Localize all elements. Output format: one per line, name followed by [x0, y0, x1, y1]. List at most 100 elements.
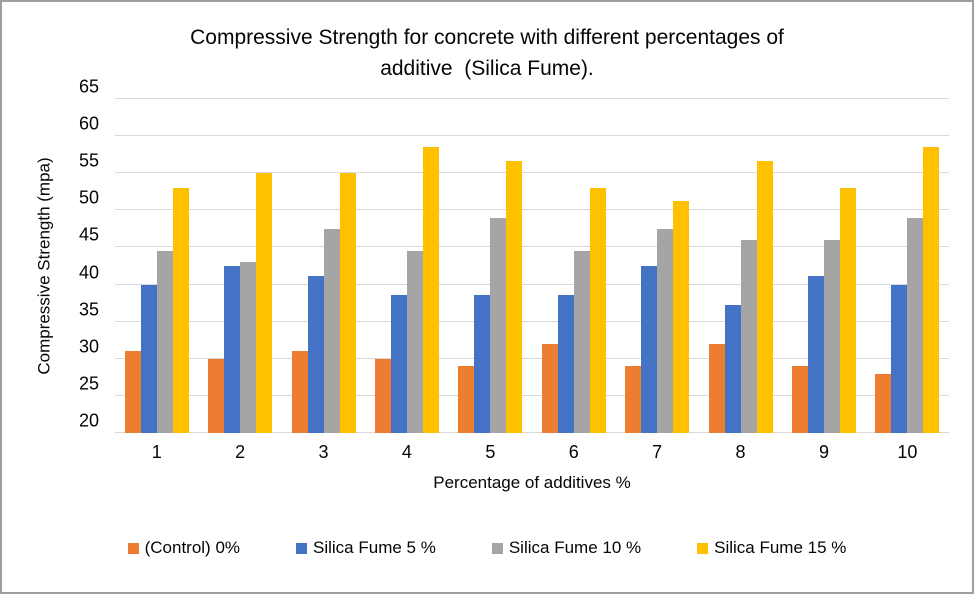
plot-area	[115, 98, 949, 433]
y-tick-label-55: 55	[78, 150, 99, 171]
y-tick-label-40: 40	[78, 262, 99, 283]
bar-series2-cat7	[657, 228, 674, 433]
x-axis-ticks: 1 2 3 4 5 6 7 8 9 10	[115, 442, 949, 463]
bar-series3-cat5	[506, 160, 523, 433]
bar-group-3	[282, 99, 365, 433]
bar-group-10	[866, 99, 949, 433]
legend-item-3: Silica Fume 15 %	[697, 538, 846, 558]
gridline-y35	[115, 320, 949, 322]
legend-marker-icon	[296, 542, 308, 554]
gridline-y60	[115, 135, 949, 137]
legend: (Control) 0% Silica Fume 5 % Silica Fume 1…	[2, 538, 972, 558]
bar-series2-cat1	[156, 251, 173, 433]
gridline-y45	[115, 246, 949, 248]
legend-marker-icon	[491, 542, 503, 554]
gridline-y30	[115, 357, 949, 359]
bar-series3-cat6	[589, 188, 606, 433]
bar-series2-cat6	[573, 251, 590, 433]
chart-title-line2: additive (Silica Fume).	[380, 57, 594, 80]
bar-series3-cat7	[673, 201, 690, 433]
bar-series0-cat4	[374, 358, 391, 433]
y-axis-ticks: 20 25 30 35 40 45 50 55 60 65	[2, 77, 99, 433]
gridline-y20	[115, 432, 949, 433]
x-tick-label-7: 7	[652, 442, 663, 462]
bar-series2-cat2	[240, 262, 257, 433]
bar-series3-cat2	[256, 173, 273, 433]
x-tick-label-9: 9	[818, 442, 829, 462]
bar-group-1	[115, 99, 198, 433]
bar-series2-cat5	[490, 217, 507, 433]
bar-series3-cat9	[839, 188, 856, 433]
bar-series2-cat4	[406, 251, 423, 433]
legend-label-3: Silica Fume 15 %	[714, 538, 847, 557]
bar-series0-cat2	[208, 358, 225, 433]
bar-series1-cat5	[474, 294, 491, 433]
legend-label-1: Silica Fume 5 %	[313, 538, 436, 557]
bar-group-2	[198, 99, 281, 433]
bar-series0-cat6	[541, 343, 558, 433]
gridline-y25	[115, 394, 949, 396]
y-tick-label-20: 20	[78, 410, 99, 431]
legend-marker-icon	[697, 542, 709, 554]
legend-label-0: (Control) 0%	[144, 538, 241, 557]
x-tick-label-3: 3	[318, 442, 329, 462]
bar-series0-cat7	[625, 366, 642, 433]
bar-series1-cat3	[307, 275, 324, 433]
bar-series1-cat7	[641, 266, 658, 433]
bar-series1-cat10	[891, 284, 908, 433]
bar-series3-cat10	[923, 146, 940, 433]
bar-series2-cat3	[323, 228, 340, 433]
bar-group-5	[449, 99, 532, 433]
bar-series3-cat8	[756, 160, 773, 433]
bar-series1-cat4	[390, 294, 407, 433]
y-tick-label-25: 25	[78, 373, 99, 394]
bar-series3-cat1	[172, 188, 189, 433]
bar-group-7	[615, 99, 698, 433]
chart-title: Compressive Strength for concrete with d…	[2, 22, 972, 84]
bars-layer	[115, 99, 949, 433]
chart-title-line1: Compressive Strength for concrete with d…	[190, 26, 784, 49]
bar-series2-cat8	[740, 240, 757, 433]
y-tick-label-45: 45	[78, 224, 99, 245]
bar-series2-cat9	[823, 240, 840, 433]
bar-group-8	[699, 99, 782, 433]
bar-series1-cat1	[140, 284, 157, 433]
x-tick-label-8: 8	[735, 442, 746, 462]
legend-item-2: Silica Fume 10 %	[491, 538, 642, 558]
bar-series0-cat5	[458, 366, 475, 433]
gridline-y65	[115, 98, 949, 99]
x-tick-label-2: 2	[235, 442, 246, 462]
x-tick-label-5: 5	[485, 442, 496, 462]
bar-series0-cat10	[875, 373, 892, 433]
bar-series1-cat2	[224, 266, 241, 433]
bar-series3-cat3	[339, 173, 356, 433]
x-tick-label-10: 10	[897, 442, 918, 462]
x-tick-label-1: 1	[151, 442, 162, 462]
y-tick-label-50: 50	[78, 187, 99, 208]
bar-group-6	[532, 99, 615, 433]
x-tick-label-6: 6	[568, 442, 579, 462]
y-tick-label-65: 65	[78, 76, 99, 97]
bar-series0-cat8	[708, 343, 725, 433]
bar-group-9	[782, 99, 865, 433]
bar-series1-cat8	[724, 304, 741, 433]
legend-item-0: (Control) 0%	[127, 538, 241, 558]
bar-series1-cat6	[557, 294, 574, 433]
gridline-y40	[115, 283, 949, 285]
y-tick-label-30: 30	[78, 336, 99, 357]
gridline-y50	[115, 209, 949, 211]
y-tick-label-60: 60	[78, 113, 99, 134]
x-tick-label-4: 4	[401, 442, 412, 462]
gridlines	[115, 98, 949, 433]
legend-item-1: Silica Fume 5 %	[296, 538, 436, 558]
bar-series1-cat9	[807, 275, 824, 433]
legend-label-2: Silica Fume 10 %	[508, 538, 642, 557]
bar-series0-cat1	[124, 351, 141, 433]
gridline-y55	[115, 172, 949, 174]
bar-series0-cat9	[791, 366, 808, 433]
y-tick-label-35: 35	[78, 299, 99, 320]
bar-series2-cat10	[907, 217, 924, 433]
bar-series0-cat3	[291, 351, 308, 433]
bar-series3-cat4	[422, 146, 439, 433]
